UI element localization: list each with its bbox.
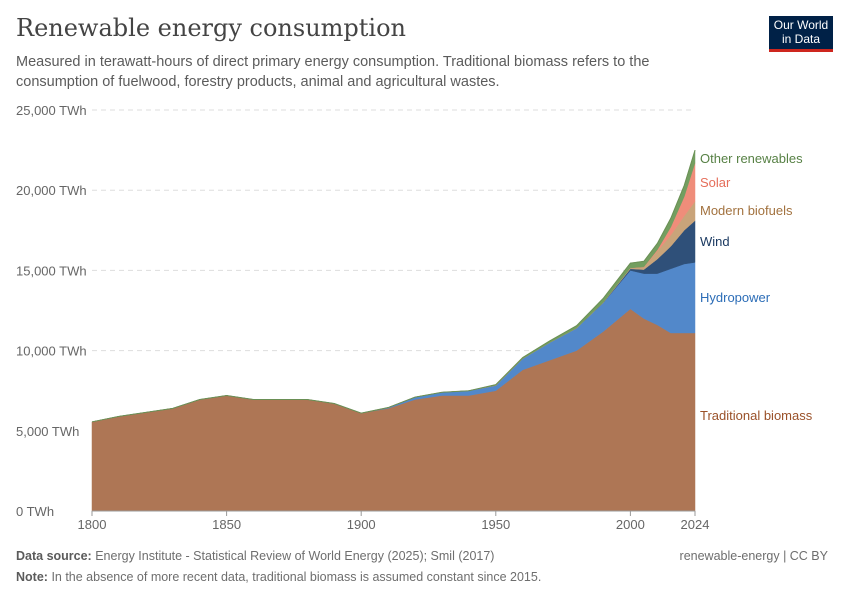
legend-label: Wind <box>700 234 730 249</box>
source-label: Data source: <box>16 549 92 563</box>
source-text[interactable]: Energy Institute - Statistical Review of… <box>95 549 495 563</box>
x-tick-label: 1950 <box>481 517 510 532</box>
x-tick-label: 2024 <box>681 517 710 532</box>
legend-label: Modern biofuels <box>700 203 793 218</box>
legend-label: Hydropower <box>700 290 771 305</box>
x-tick-label: 2000 <box>616 517 645 532</box>
data-source: Data source: Energy Institute - Statisti… <box>16 549 494 563</box>
note-label: Note: <box>16 570 48 584</box>
y-tick-label: 15,000 TWh <box>16 263 87 278</box>
note-text: In the absence of more recent data, trad… <box>51 570 542 584</box>
total-outline <box>91 149 696 423</box>
x-tick-label: 1850 <box>212 517 241 532</box>
chart-title: Renewable energy consumption <box>16 14 407 42</box>
y-tick-label: 5,000 TWh <box>16 424 79 439</box>
y-tick-label: 20,000 TWh <box>16 183 87 198</box>
legend-label: Solar <box>700 175 731 190</box>
legend-label: Traditional biomass <box>700 408 813 423</box>
legend-label: Other renewables <box>700 151 803 166</box>
owid-logo[interactable]: Our World in Data <box>769 16 833 52</box>
chart-subtitle: Measured in terawatt-hours of direct pri… <box>16 54 650 90</box>
y-tick-label: 25,000 TWh <box>16 103 87 118</box>
y-tick-label: 0 TWh <box>16 504 54 519</box>
license[interactable]: renewable-energy | CC BY <box>679 549 828 563</box>
note: Note: In the absence of more recent data… <box>16 570 541 584</box>
area-traditional-biomass <box>91 308 696 512</box>
x-tick-label: 1900 <box>347 517 376 532</box>
y-tick-label: 10,000 TWh <box>16 344 87 359</box>
x-tick-label: 1800 <box>78 517 107 532</box>
